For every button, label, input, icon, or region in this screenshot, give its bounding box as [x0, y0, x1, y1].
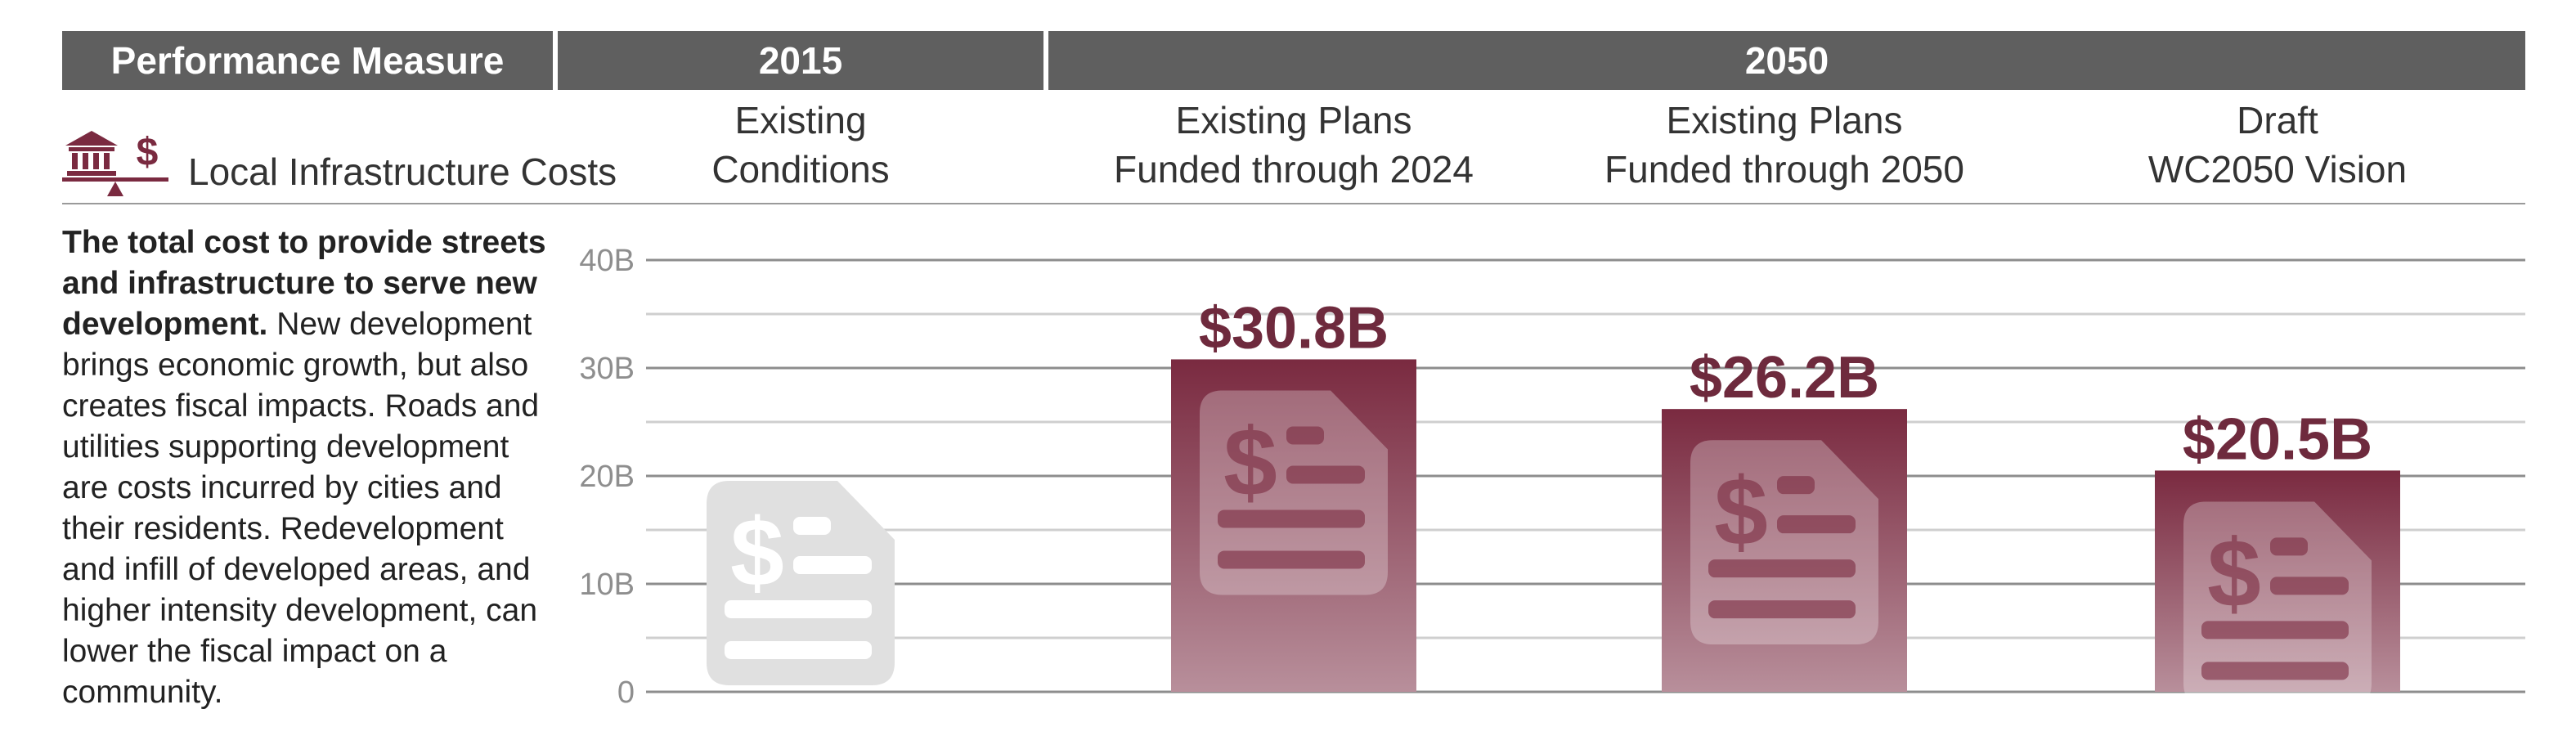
y-tick-label: 0	[617, 675, 635, 710]
description-lead: The total cost to provide streets and in…	[62, 225, 546, 342]
document-dollar-icon	[707, 481, 895, 685]
bar-value-label: $26.2B	[1690, 345, 1879, 411]
column-header-line2: WC2050 Vision	[2147, 148, 2408, 191]
header-year-2015: 2015	[558, 31, 1043, 90]
measure-row: $ Local Infrastructure Costs	[62, 123, 617, 196]
description-body: New development brings economic growth, …	[62, 307, 540, 710]
header-performance-measure: Performance Measure	[62, 31, 553, 90]
bar-value-label: $20.5B	[2183, 406, 2372, 472]
column-header-line1: Draft	[2237, 99, 2318, 141]
svg-text:$: $	[137, 131, 159, 174]
y-tick-label: 10B	[579, 568, 635, 602]
y-tick-label: 20B	[579, 460, 635, 494]
bar-value-label: $30.8B	[1199, 295, 1389, 361]
measure-label: Local Infrastructure Costs	[188, 150, 617, 193]
y-tick-label: 30B	[579, 352, 635, 386]
column-header-draft-vision: Draft WC2050 Vision	[2030, 92, 2525, 198]
header-year-2050: 2050	[1048, 31, 2525, 90]
column-header-line2: Conditions	[711, 148, 890, 191]
document-dollar-icon	[2183, 501, 2372, 707]
column-header-line2: Funded through 2024	[1114, 148, 1474, 191]
measure-description: The total cost to provide streets and in…	[62, 222, 561, 713]
column-header-line1: Existing Plans	[1666, 99, 1903, 141]
y-tick-label: 40B	[579, 244, 635, 278]
column-header-existing-conditions: Existing Conditions	[558, 92, 1043, 198]
column-header-plans-2050: Existing Plans Funded through 2050	[1539, 92, 2030, 198]
document-dollar-icon	[1200, 390, 1388, 595]
infrastructure-cost-scale-icon: $	[62, 131, 168, 196]
column-header-line1: Existing Plans	[1175, 99, 1412, 141]
header-divider	[62, 203, 2525, 204]
column-header-plans-2024: Existing Plans Funded through 2024	[1048, 92, 1539, 198]
column-header-line1: Existing	[734, 99, 867, 141]
document-dollar-icon	[1690, 440, 1878, 645]
column-header-line2: Funded through 2050	[1604, 148, 1964, 191]
